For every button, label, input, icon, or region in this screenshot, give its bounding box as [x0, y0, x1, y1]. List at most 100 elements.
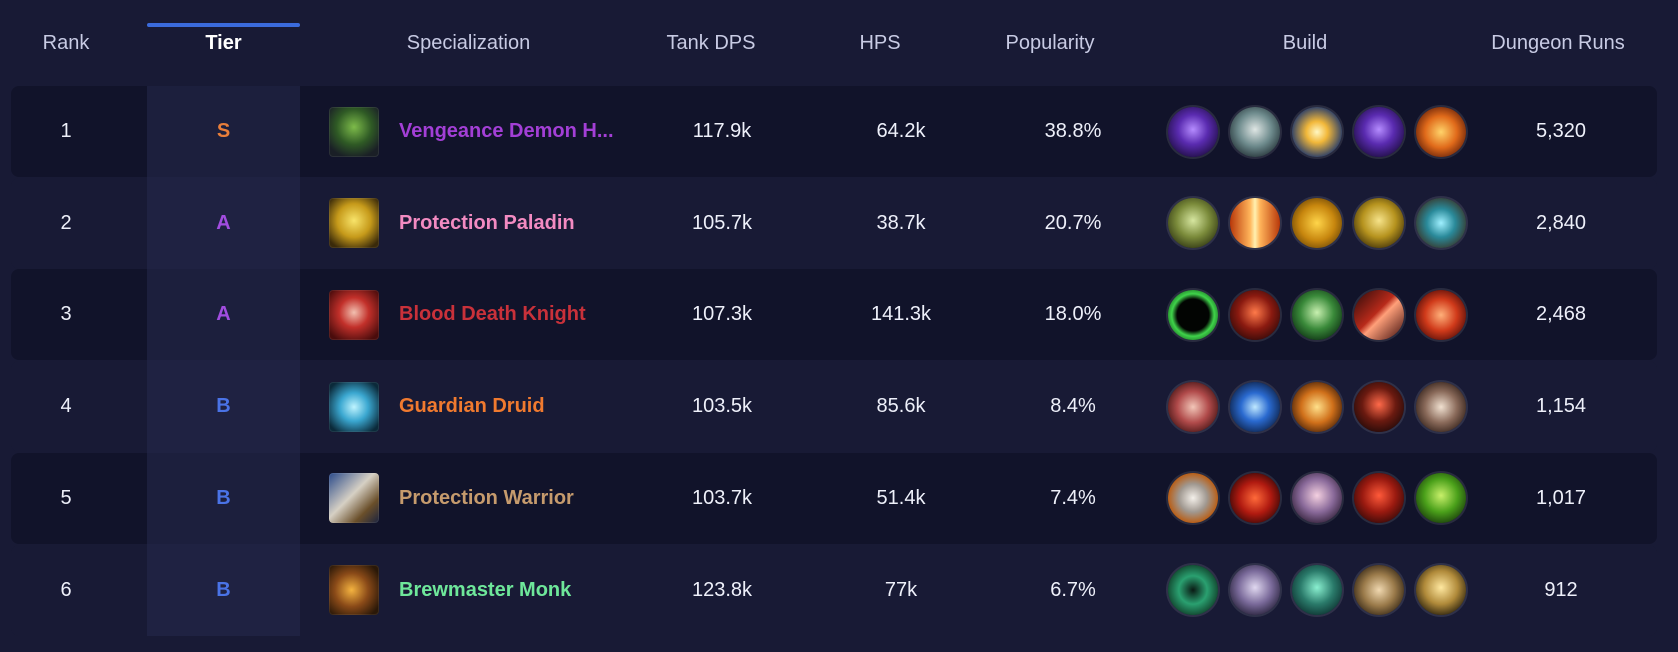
banshee-icon[interactable]	[1292, 473, 1342, 524]
flame-swirl-icon[interactable]	[1416, 106, 1466, 157]
monk-fist-icon[interactable]	[1416, 565, 1466, 615]
spec-name[interactable]: Guardian Druid	[399, 395, 545, 418]
shield-icon[interactable]	[1168, 473, 1218, 524]
column-header-specialization[interactable]: Specialization	[406, 31, 531, 54]
table-header: Rank Tier Specialization Tank DPS HPS Po…	[0, 0, 1678, 86]
void-orb-icon[interactable]	[1168, 106, 1218, 157]
hps-cell: 64.2k	[876, 120, 926, 142]
green-skull-icon[interactable]	[1168, 198, 1218, 249]
golden-helm-icon[interactable]	[1354, 198, 1404, 249]
green-portal-icon[interactable]	[1168, 289, 1218, 340]
talent-build	[1168, 381, 1466, 432]
blood-claw-icon[interactable]	[1354, 289, 1404, 340]
rank-cell: 6	[60, 578, 72, 601]
protection-warrior-icon	[329, 473, 379, 524]
spec-name[interactable]: Protection Warrior	[399, 486, 574, 509]
tank-dps-cell: 107.3k	[691, 303, 753, 326]
tank-dps-cell: 123.8k	[691, 578, 753, 601]
rank-cell: 5	[60, 486, 72, 509]
golden-statue-icon[interactable]	[1292, 198, 1342, 249]
table-row[interactable]: 3 A Blood Death Knight 107.3k 141.3k 18.…	[11, 269, 1657, 361]
bear-icon[interactable]	[1354, 381, 1404, 432]
specialization-cell[interactable]: Blood Death Knight	[329, 269, 629, 360]
claw-icon[interactable]	[1416, 381, 1466, 432]
dungeon-runs-cell: 1,154	[1535, 395, 1587, 418]
tier-badge: A	[216, 303, 231, 326]
column-header-tank-dps[interactable]: Tank DPS	[666, 31, 756, 54]
build-cell	[1168, 361, 1468, 452]
blood-death-knight-icon	[329, 289, 379, 340]
talent-build	[1168, 106, 1466, 157]
rank-cell: 1	[60, 120, 72, 142]
jade-vortex-icon[interactable]	[1168, 565, 1218, 615]
table-row[interactable]: 2 A Protection Paladin 105.7k 38.7k 20.7…	[11, 177, 1657, 269]
table-row[interactable]: 4 B Guardian Druid 103.5k 85.6k 8.4% 1,1…	[11, 361, 1657, 453]
flesh-tear-icon[interactable]	[1168, 381, 1218, 432]
table-row[interactable]: 1 S Vengeance Demon H... 117.9k 64.2k 38…	[11, 86, 1657, 177]
spec-name[interactable]: Brewmaster Monk	[399, 578, 572, 601]
guardian-druid-icon	[329, 381, 379, 432]
dungeon-runs-cell: 2,840	[1535, 211, 1587, 234]
gear-orb-icon[interactable]	[1416, 198, 1466, 249]
rank-cell: 4	[60, 395, 72, 418]
specialization-cell[interactable]: Vengeance Demon H...	[329, 86, 629, 177]
dungeon-runs-cell: 5,320	[1535, 120, 1587, 142]
specialization-cell[interactable]: Protection Paladin	[329, 178, 629, 269]
spirit-monk-icon[interactable]	[1230, 565, 1280, 615]
specialization-cell[interactable]: Guardian Druid	[329, 361, 629, 452]
blue-swirl-icon[interactable]	[1230, 381, 1280, 432]
popularity-cell: 6.7%	[1050, 578, 1096, 601]
spec-name[interactable]: Blood Death Knight	[399, 303, 586, 326]
column-header-hps[interactable]: HPS	[859, 31, 901, 54]
column-header-tier[interactable]: Tier	[147, 0, 300, 86]
blood-skull-icon[interactable]	[1230, 289, 1280, 340]
hps-cell: 85.6k	[876, 395, 926, 418]
popularity-cell: 8.4%	[1050, 395, 1096, 418]
blood-flame-icon[interactable]	[1416, 289, 1466, 340]
spark-burst-icon[interactable]	[1292, 106, 1342, 157]
column-header-rank[interactable]: Rank	[42, 31, 90, 54]
tier-badge: A	[216, 211, 231, 234]
hps-cell: 141.3k	[870, 303, 932, 326]
void-orb-icon[interactable]	[1354, 106, 1404, 157]
spec-name[interactable]: Vengeance Demon H...	[399, 120, 614, 142]
talent-build	[1168, 565, 1466, 615]
dungeon-runs-cell: 912	[1544, 578, 1578, 601]
tier-badge: S	[216, 120, 231, 142]
table-row[interactable]: 5 B Protection Warrior 103.7k 51.4k 7.4%…	[11, 452, 1657, 544]
tier-badge: B	[216, 578, 231, 601]
brewmaster-monk-icon	[329, 565, 379, 615]
orc-face-icon[interactable]	[1416, 473, 1466, 524]
dungeon-runs-cell: 2,468	[1535, 303, 1587, 326]
ghoul-icon[interactable]	[1292, 289, 1342, 340]
specialization-cell[interactable]: Protection Warrior	[329, 453, 629, 544]
specialization-cell[interactable]: Brewmaster Monk	[329, 545, 629, 636]
talent-build	[1168, 473, 1466, 524]
tank-dps-cell: 117.9k	[692, 120, 752, 142]
column-header-dungeon-runs[interactable]: Dungeon Runs	[1491, 31, 1625, 54]
rank-cell: 2	[60, 211, 72, 234]
spec-name[interactable]: Protection Paladin	[399, 211, 575, 234]
table-row[interactable]: 6 B Brewmaster Monk 123.8k 77k 6.7% 912	[11, 544, 1657, 636]
fire-strike-icon[interactable]	[1292, 381, 1342, 432]
build-cell	[1168, 453, 1468, 544]
red-slash-icon[interactable]	[1230, 473, 1280, 524]
column-header-build[interactable]: Build	[1282, 31, 1328, 54]
column-header-popularity[interactable]: Popularity	[1005, 31, 1095, 54]
tank-dps-cell: 105.7k	[691, 211, 753, 234]
jade-serpent-icon[interactable]	[1292, 565, 1342, 615]
popularity-cell: 20.7%	[1044, 211, 1102, 234]
popularity-cell: 18.0%	[1044, 303, 1102, 326]
tier-badge: B	[216, 486, 231, 509]
dungeon-runs-cell: 1,017	[1535, 486, 1587, 509]
hps-cell: 77k	[884, 578, 918, 601]
tank-dps-cell: 103.7k	[691, 486, 753, 509]
holy-light-icon[interactable]	[1230, 198, 1280, 249]
hps-cell: 38.7k	[876, 211, 926, 234]
brew-keg-icon[interactable]	[1354, 565, 1404, 615]
red-demon-icon[interactable]	[1354, 473, 1404, 524]
build-cell	[1168, 178, 1468, 269]
skull-icon[interactable]	[1230, 106, 1280, 157]
vengeance-demon-hunter-icon	[329, 106, 379, 157]
rank-cell: 3	[60, 303, 72, 326]
